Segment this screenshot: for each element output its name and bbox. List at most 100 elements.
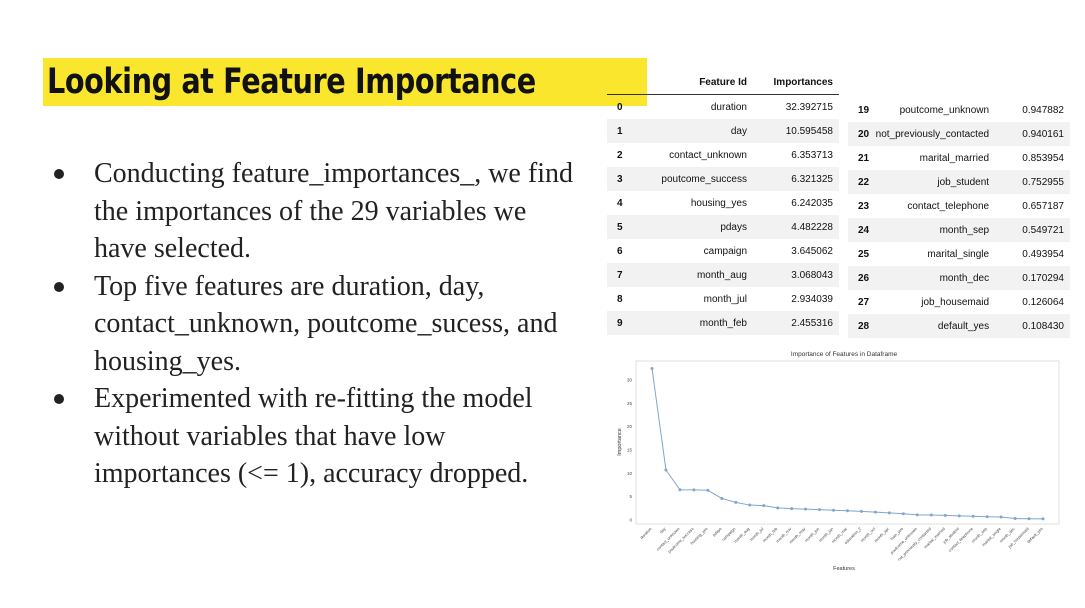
row-importance: 0.170294 xyxy=(1001,266,1070,290)
bullet-item: Conducting feature_importances_, we find… xyxy=(50,155,580,268)
row-index: 1 xyxy=(607,119,643,143)
row-feature: default_yes xyxy=(875,314,1002,338)
plot-area xyxy=(635,360,1060,525)
table-row: 24 month_sep 0.549721 xyxy=(848,218,1070,242)
chart-x-label: Features xyxy=(833,566,855,572)
data-point xyxy=(859,509,863,513)
data-point xyxy=(971,514,975,518)
data-point xyxy=(650,366,654,370)
row-importance: 32.392715 xyxy=(759,94,839,119)
y-tick-label: 5 xyxy=(629,494,632,499)
y-tick-label: 10 xyxy=(627,471,633,476)
row-feature: not_previously_contacted xyxy=(875,122,1002,146)
row-feature: marital_single xyxy=(927,248,990,260)
row-feature: campaign xyxy=(703,245,747,257)
data-point xyxy=(776,506,780,510)
data-point xyxy=(748,503,752,507)
row-importance: 0.657187 xyxy=(1022,200,1064,212)
row-importance: 0.549721 xyxy=(1001,218,1070,242)
bullet-list: Conducting feature_importances_, we find… xyxy=(50,155,580,493)
table-row: 27 job_housemaid 0.126064 xyxy=(848,290,1070,314)
row-importance: 3.068043 xyxy=(759,263,839,287)
row-index: 25 xyxy=(858,248,870,260)
chart-y-label: Importance xyxy=(617,428,623,456)
table-row: 20 not_previously_contacted 0.940161 xyxy=(848,122,1070,146)
row-index: 8 xyxy=(617,293,623,305)
data-point xyxy=(1041,517,1045,521)
row-index: 9 xyxy=(607,311,643,335)
y-tick-label: 0 xyxy=(629,517,632,522)
bullet-dot-icon xyxy=(54,281,64,292)
bullet-text: Experimented with re-fitting the model w… xyxy=(94,383,533,489)
data-point xyxy=(915,513,919,517)
row-feature: month_aug xyxy=(643,263,759,287)
row-importance: 2.934039 xyxy=(791,293,833,305)
table-row: 5 pdays 4.482228 xyxy=(607,215,839,239)
table-row: 4 housing_yes 6.242035 xyxy=(607,191,839,215)
bullet-item: Top five features are duration, day, con… xyxy=(50,268,580,381)
row-index: 27 xyxy=(858,296,870,308)
importance-table-top: Feature Id Importances 0 duration 32.39271… xyxy=(607,70,839,335)
row-index: 19 xyxy=(858,104,870,116)
data-point xyxy=(929,513,933,517)
data-point xyxy=(999,515,1003,519)
data-point xyxy=(846,509,849,513)
row-feature: month_sep xyxy=(875,218,1002,242)
y-tick-label: 25 xyxy=(627,401,633,406)
header-importances: Importances xyxy=(773,76,833,88)
row-importance: 4.482228 xyxy=(759,215,839,239)
table-row: 21 marital_married 0.853954 xyxy=(848,146,1070,170)
row-index: 5 xyxy=(607,215,643,239)
importance-chart: 0 5 10 15 20 25 30 duration day contact_unknown po… xyxy=(612,347,1067,575)
data-point xyxy=(706,488,710,492)
data-point xyxy=(1013,517,1017,521)
bullet-text: Top five features are duration, day, con… xyxy=(94,270,558,377)
row-feature: month_jul xyxy=(703,293,747,305)
table-row: 1 day 10.595458 xyxy=(607,119,839,143)
row-index: 22 xyxy=(848,170,876,194)
row-feature: housing_yes xyxy=(690,197,747,209)
data-point xyxy=(943,513,947,517)
row-feature: poutcome_unknown xyxy=(899,104,990,116)
row-feature: day xyxy=(643,119,759,143)
row-importance: 0.940161 xyxy=(1001,122,1070,146)
row-importance: 6.353713 xyxy=(791,149,833,161)
data-point xyxy=(692,488,696,492)
row-index: 4 xyxy=(617,197,623,209)
data-point xyxy=(985,515,989,519)
row-feature: contact_telephone xyxy=(907,200,990,212)
bullet-dot-icon xyxy=(54,394,64,404)
row-index: 0 xyxy=(607,94,643,119)
row-importance: 2.455316 xyxy=(759,311,839,335)
row-importance: 3.645062 xyxy=(791,245,833,257)
bullet-item: Experimented with re-fitting the model w… xyxy=(50,380,580,493)
row-importance: 0.108430 xyxy=(1001,314,1070,338)
y-tick-label: 30 xyxy=(627,378,633,383)
table-row: 3 poutcome_success 6.321325 xyxy=(607,167,839,191)
row-feature: pdays xyxy=(643,215,759,239)
table-row: 19 poutcome_unknown 0.947882 xyxy=(848,98,1070,122)
row-index: 20 xyxy=(848,122,876,146)
data-point xyxy=(818,508,822,512)
bullet-text: Conducting feature_importances_, we find… xyxy=(94,158,573,264)
chart-title: Importance of Features in Dataframe xyxy=(791,351,898,358)
row-importance: 0.126064 xyxy=(1022,296,1064,308)
row-index: 24 xyxy=(848,218,876,242)
data-point xyxy=(901,512,905,516)
row-feature: job_housemaid xyxy=(921,296,990,308)
data-point xyxy=(734,500,738,504)
slide-title: Looking at Feature Importance xyxy=(47,62,536,102)
row-importance: 6.242035 xyxy=(791,197,833,209)
table-header-row: Feature Id Importances xyxy=(607,70,839,95)
x-tick-label: pdays xyxy=(711,526,722,537)
x-tick-label: day xyxy=(659,526,667,534)
row-feature: contact_unknown xyxy=(669,149,747,161)
row-index: 6 xyxy=(617,245,623,257)
data-point xyxy=(762,504,766,508)
x-tick-label: duration xyxy=(639,526,653,540)
row-feature: poutcome_success xyxy=(643,167,759,191)
table-row: 0 duration 32.392715 xyxy=(607,94,839,119)
table-row: 8 month_jul 2.934039 xyxy=(607,287,839,311)
x-tick-label: month_apr xyxy=(873,526,891,544)
